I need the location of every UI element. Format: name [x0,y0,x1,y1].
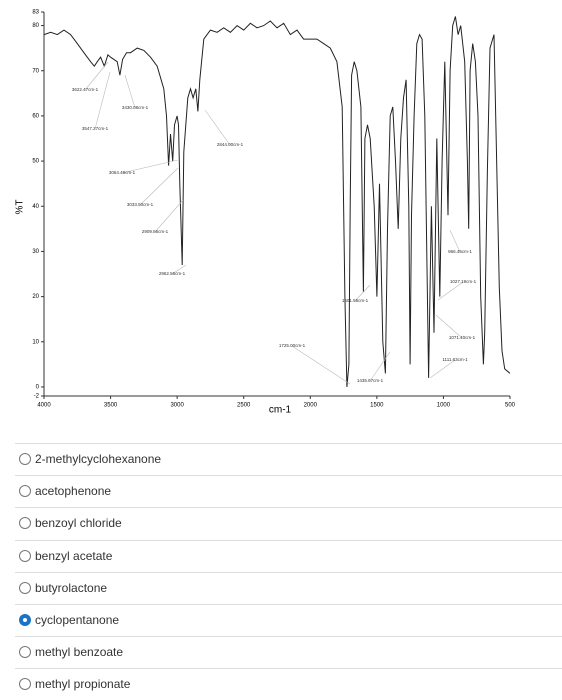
x-tick-label: 1000 [437,403,451,409]
spectrum-line [43,16,511,388]
option-label[interactable]: methyl propionate [35,677,131,692]
peak-annotation: 1111.63cm-1 [442,357,468,362]
x-tick-label: 2000 [304,403,318,409]
radio-button[interactable] [19,614,31,626]
spectrum-chart: %T cm-1 -2 0 10 20 30 40 50 60 70 80 83 4000 3500 300… [15,10,516,416]
y-tick-label: 83 [32,10,39,16]
annotation-leader [291,345,351,385]
option-label[interactable]: benzyl acetate [35,548,113,563]
peak-annotation: 1435.67cm-1 [357,378,384,383]
y-tick-label: 80 [32,23,39,29]
radio-button[interactable] [19,485,31,498]
y-tick-label: 0 [36,385,40,391]
peak-annotation: 3622.47cm-1 [72,87,99,92]
option-row[interactable]: acetophenone [15,475,562,507]
peak-annotation: 1071.40cm-1 [449,335,476,340]
x-axis-label: cm-1 [269,405,292,416]
option-label[interactable]: methyl benzoate [35,645,124,660]
option-row[interactable]: 2-methylcyclohexanone [15,443,562,475]
y-tick-label: 10 [32,339,39,345]
radio-button[interactable] [19,581,31,594]
x-tick-label: 4000 [37,403,51,409]
option-label[interactable]: cyclopentanone [35,613,120,627]
option-row[interactable]: methyl benzoate [15,636,562,668]
radio-button[interactable] [19,453,31,465]
option-label[interactable]: acetophenone [35,484,112,499]
annotation-leader [139,167,179,206]
peak-annotation: 3033.50cm-1 [127,202,154,207]
option-label[interactable]: benzoyl chloride [35,516,122,531]
annotation-leader [171,264,187,275]
peak-annotation: 2962.56cm-1 [159,271,186,276]
x-tick-label: 3500 [104,403,118,409]
y-tick-label: 30 [32,249,39,255]
peak-annotation: 3064.48cm-1 [109,170,136,175]
radio-button[interactable] [19,646,31,659]
annotation-leader [429,359,456,379]
radio-button[interactable] [19,517,31,530]
radio-button[interactable] [19,549,31,562]
annotation-leader [124,74,136,109]
y-tick-label: 40 [32,204,39,210]
y-tick-label: 20 [32,294,39,300]
peak-annotation: 3547.27cm-1 [82,126,109,131]
option-label[interactable]: 2-methylcyclohexanone [35,452,162,466]
option-row[interactable]: methyl propionate [15,668,562,700]
y-tick-label: 60 [32,113,39,119]
peak-annotation: 2909.56cm-1 [142,229,169,234]
annotation-leader [449,229,461,253]
peak-annotation: 3430.08cm-1 [122,105,149,110]
peak-annotation: 1725.00cm-1 [279,343,306,348]
option-row[interactable]: benzyl acetate [15,539,562,572]
annotation-leader [154,199,184,233]
option-label[interactable]: butyrolactone [35,580,108,595]
annotation-leader [204,109,231,146]
peak-annotation: 1601.55cm-1 [342,298,369,303]
annotation-leader [94,71,111,130]
annotation-leader [437,281,464,301]
option-row[interactable]: butyrolactone [15,571,562,604]
x-tick-label: 500 [505,403,516,409]
annotation-leader [369,351,391,382]
annotation-leader [121,159,179,174]
peak-annotation: 2844.00cm-1 [217,142,244,147]
annotation-leader [435,314,463,339]
option-row[interactable]: cyclopentanone [15,604,562,636]
y-tick-label: 50 [32,159,39,165]
peak-annotation: 1027.19cm-1 [450,279,477,284]
annotation-leader [84,61,109,91]
annotation-leader [354,284,371,302]
y-tick-label: -2 [34,394,40,400]
x-tick-label: 1500 [370,403,384,409]
option-row[interactable]: benzoyl chloride [15,507,562,539]
y-axis-label: %T [15,200,26,215]
x-tick-label: 2500 [237,403,251,409]
x-tick-label: 3000 [170,403,184,409]
radio-button[interactable] [19,678,31,691]
y-tick-label: 70 [32,68,39,74]
peak-annotation: 966.45cm-1 [448,249,472,254]
